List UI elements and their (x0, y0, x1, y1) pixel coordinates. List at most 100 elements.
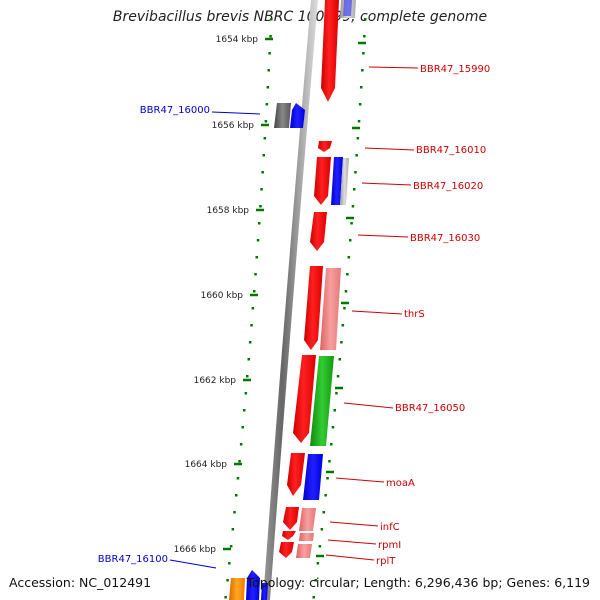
gene-bbr47-16000 (290, 103, 305, 128)
tick-label-1666: 1666 kbp (174, 545, 217, 555)
gene-bbr47-16100-small (261, 583, 268, 600)
outer-tick-ring-dot (333, 409, 336, 412)
genome-summary-text: Topology: circular; Length: 6,296,436 bp… (246, 575, 590, 590)
gene-moaa (287, 453, 305, 496)
inner-tick-ring-dot (265, 103, 269, 106)
inner-tick-ring-dot (231, 528, 235, 531)
outer-tick-ring-dot (363, 35, 366, 38)
tick-1662: 1662 kbp (194, 376, 251, 386)
gene-labels: BBR47_16000 BBR47_16100 BBR47_15990 BBR4… (98, 64, 490, 569)
gene-thrs (304, 266, 323, 350)
outer-tick-ring-dot (357, 120, 361, 123)
gene-infc (283, 507, 299, 530)
inner-tick-ring-dot (233, 511, 236, 514)
inner-tick-ring-dot (253, 290, 256, 293)
outer-tick-ring-dot (318, 545, 322, 548)
scale-ticks: 1654 kbp 1656 kbp 1658 kbp 1660 kbp 1662… (174, 35, 366, 558)
inner-tick-ring-dot (255, 256, 258, 259)
gene-moaa-blue (303, 454, 323, 500)
outer-tick-ring-dot (364, 18, 367, 21)
gene-infc-pink (299, 508, 316, 531)
gene-rplt-pink (296, 544, 312, 558)
tick-1654: 1654 kbp (216, 35, 273, 45)
outer-tick-ring-dot (351, 205, 355, 208)
inner-tick-ring-dot (241, 426, 244, 429)
inner-tick-ring-dot (239, 443, 243, 446)
inner-tick-ring-dot (229, 545, 233, 548)
inner-tick-ring-dot (250, 324, 253, 327)
label-rplt: rplT (376, 556, 396, 567)
label-bbr47-16010: BBR47_16010 (416, 145, 486, 156)
gene-bbr47-16100-orange (229, 578, 245, 600)
gene-bbr47-16100 (246, 570, 260, 600)
outer-tick-ring-dot (340, 341, 343, 344)
inner-tick-ring-dot (259, 205, 262, 208)
map-title: Brevibacillus brevis NBRC 100599, comple… (112, 9, 488, 25)
inner-tick-ring-dot (270, 18, 273, 21)
outer-tick-ring-dot (346, 273, 349, 276)
outer-tick-ring-dot (316, 562, 320, 565)
inner-tick-ring-dot (236, 477, 240, 480)
inner-tick-ring-dot (258, 222, 261, 225)
inner-tick-ring-dot (224, 596, 227, 599)
inner-tick-ring-dot (247, 358, 250, 361)
tick-1658: 1658 kbp (207, 206, 264, 216)
label-bbr47-16030: BBR47_16030 (410, 233, 480, 244)
inner-tick-ring-dot (246, 375, 249, 378)
tick-1656: 1656 kbp (212, 121, 269, 131)
tick-1664: 1664 kbp (185, 460, 242, 470)
outer-tick-ring-dot (347, 256, 351, 259)
outer-tick-ring-dot (326, 477, 329, 480)
inner-tick-ring-dot (264, 120, 268, 123)
inner-tick-ring-dot (266, 86, 270, 89)
label-bbr47-16050: BBR47_16050 (395, 403, 465, 414)
outer-tick-ring-dot (336, 375, 340, 378)
outer-tick-ring-dot (362, 52, 365, 55)
gene-bbr47-16050-green (310, 356, 334, 446)
tick-label-1662: 1662 kbp (194, 376, 237, 386)
outer-tick-ring-dot (328, 460, 331, 463)
outer-tick-ring-dot (338, 358, 341, 361)
inner-tick-ring-dot (261, 171, 264, 174)
tick-1666: 1666 kbp (174, 545, 231, 555)
outer-tick-ring-dot (330, 443, 333, 446)
tick-label-1656: 1656 kbp (212, 121, 255, 131)
inner-tick-ring-dot (260, 188, 263, 191)
gene-bbr47-16020 (314, 157, 331, 205)
gene-features (229, 0, 356, 600)
outer-tick-ring-dot (312, 596, 315, 599)
inner-tick-ring-dot (238, 460, 241, 463)
inner-tick-ring-dot (268, 52, 271, 55)
inner-tick-ring-dot (235, 494, 238, 497)
label-infc: infC (380, 522, 400, 533)
inner-tick-ring-dot (263, 137, 267, 140)
inner-tick-ring-dot (243, 409, 246, 412)
outer-tick-ring-dot (341, 324, 345, 327)
outer-tick-ring-dot (353, 188, 356, 191)
inner-tick-ring-dot (248, 341, 252, 344)
tick-label-1664: 1664 kbp (185, 460, 228, 470)
gene-bbr47-15990 (321, 0, 339, 102)
label-bbr47-16100: BBR47_16100 (98, 554, 168, 565)
genome-backbone (263, 0, 318, 600)
outer-tick-ring-dot (356, 137, 360, 140)
label-thrs: thrS (404, 309, 425, 320)
outer-tick-ring-dot (324, 494, 327, 497)
gene-bbr47-16020-blue (331, 157, 343, 205)
gene-rpmi-pink (299, 533, 314, 541)
label-bbr47-15990: BBR47_15990 (420, 64, 490, 75)
gene-bbr47-16000-gray (274, 103, 291, 128)
inner-tick-ring-dot (228, 562, 231, 565)
outer-tick-ring-dot (344, 290, 348, 293)
label-bbr47-16020: BBR47_16020 (413, 181, 483, 192)
outer-tick-ring-dot (322, 511, 325, 514)
inner-tick-ring-dot (226, 579, 229, 582)
inner-tick-ring-dot (254, 273, 257, 276)
gene-bbr47-16020-gray (340, 158, 349, 205)
outer-tick-ring-dot (361, 69, 364, 72)
outer-tick-ring-dot (343, 307, 346, 310)
outer-tick-ring-dot (331, 426, 335, 429)
outer-tick-ring-dot (355, 154, 358, 157)
